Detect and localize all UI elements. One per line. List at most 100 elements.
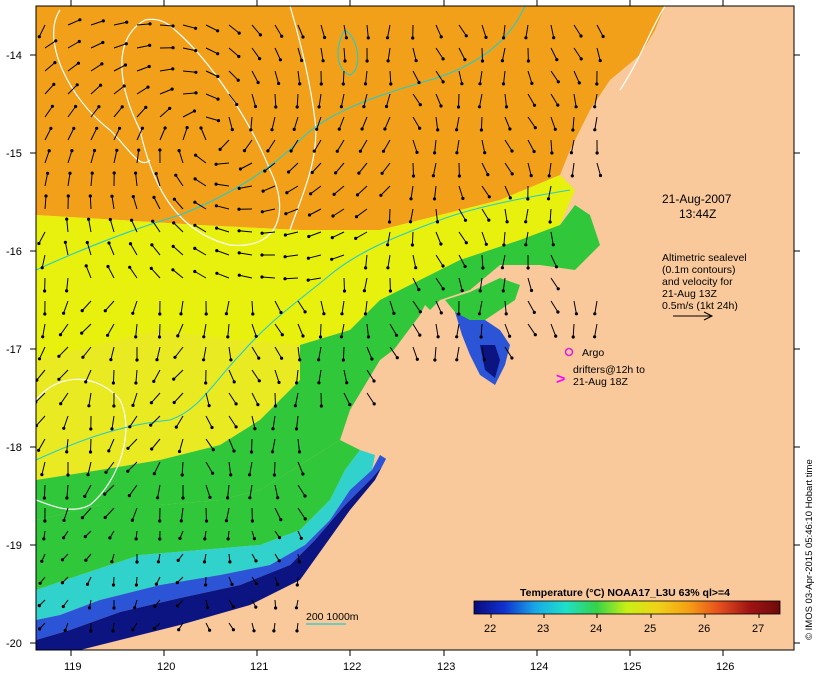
- velocity-arrowhead: [238, 167, 243, 171]
- velocity-arrowhead: [370, 357, 374, 361]
- velocity-arrowhead: [532, 310, 536, 314]
- drifter-label: 21-Aug 18Z: [573, 376, 628, 388]
- velocity-arrowhead: [277, 380, 281, 384]
- velocity-arrow: [479, 277, 483, 291]
- velocity-arrowhead: [84, 558, 88, 562]
- velocity-arrowhead: [208, 628, 212, 632]
- velocity-arrow: [481, 231, 487, 245]
- velocity-arrowhead: [463, 264, 467, 269]
- velocity-arrowhead: [204, 583, 208, 587]
- velocity-arrow: [43, 484, 46, 499]
- velocity-arrow: [205, 47, 218, 55]
- velocity-arrow: [412, 70, 420, 83]
- velocity-arrowhead: [339, 105, 343, 109]
- velocity-arrowhead: [108, 536, 112, 540]
- velocity-arrow: [412, 300, 421, 313]
- velocity-arrowhead: [280, 34, 284, 38]
- velocity-arrowhead: [236, 78, 240, 82]
- velocity-arrowhead: [216, 97, 220, 101]
- velocity-arrowhead: [464, 241, 468, 245]
- velocity-arrowhead: [115, 148, 119, 152]
- velocity-arrowhead: [529, 288, 534, 293]
- velocity-arrowhead: [342, 289, 347, 293]
- velocity-arrowhead: [257, 379, 261, 383]
- colorbar: Temperature (°C) NOAA17_L3U 63% ql>=4 22…: [473, 587, 781, 635]
- velocity-arrow: [389, 346, 398, 358]
- velocity-arrow: [527, 162, 532, 176]
- velocity-arrowhead: [152, 472, 156, 476]
- velocity-arrowhead: [418, 103, 422, 107]
- velocity-arrowhead: [72, 126, 76, 130]
- velocity-arrow: [239, 230, 253, 233]
- velocity-arrowhead: [172, 377, 176, 381]
- velocity-arrowhead: [130, 518, 134, 522]
- velocity-arrow: [205, 116, 219, 122]
- velocity-arrowhead: [153, 604, 157, 608]
- isobaths: [36, 6, 571, 461]
- velocity-arrowhead: [58, 333, 63, 337]
- velocity-arrow: [66, 484, 69, 499]
- velocity-arrowhead: [295, 583, 299, 587]
- velocity-arrowhead: [463, 58, 467, 62]
- velocity-arrowhead: [204, 312, 208, 316]
- velocity-arrow: [412, 346, 418, 360]
- velocity-arrow: [342, 70, 345, 85]
- lon-tick-label: 126: [716, 661, 734, 673]
- velocity-arrowhead: [280, 333, 284, 337]
- velocity-arrowhead: [47, 149, 51, 153]
- velocity-arrow: [435, 277, 444, 290]
- velocity-arrowhead: [524, 243, 528, 247]
- velocity-arrowhead: [303, 517, 307, 521]
- velocity-arrowhead: [505, 220, 509, 224]
- velocity-arrowhead: [260, 275, 264, 279]
- velocity-arrow: [435, 93, 442, 107]
- velocity-arrow: [525, 24, 529, 38]
- velocity-arrow: [501, 47, 506, 61]
- lon-tick-label: 121: [250, 661, 268, 673]
- velocity-arrowhead: [135, 560, 139, 564]
- velocity-arrow: [366, 392, 375, 405]
- velocity-arrowhead: [482, 358, 486, 362]
- velocity-arrow: [311, 162, 322, 173]
- velocity-arrowhead: [210, 425, 214, 430]
- velocity-arrow: [308, 231, 322, 237]
- velocity-arrowhead: [65, 450, 69, 454]
- velocity-arrowhead: [574, 312, 579, 316]
- velocity-arrow: [39, 346, 46, 360]
- velocity-arrowhead: [532, 149, 536, 154]
- velocity-arrowhead: [89, 427, 93, 431]
- velocity-arrow: [262, 208, 276, 213]
- velocity-arrowhead: [194, 70, 198, 74]
- velocity-arrowhead: [431, 174, 435, 178]
- velocity-arrowhead: [439, 104, 443, 108]
- velocity-arrow: [480, 116, 483, 131]
- velocity-arrowhead: [309, 192, 313, 196]
- velocity-arrowhead: [436, 335, 440, 339]
- velocity-arrowhead: [87, 606, 92, 610]
- velocity-arrow: [228, 93, 238, 105]
- velocity-arrow: [88, 392, 92, 406]
- velocity-arrowhead: [279, 518, 283, 522]
- velocity-arrowhead: [134, 583, 138, 587]
- velocity-arrowhead: [260, 231, 264, 235]
- colorbar-title: Temperature (°C) NOAA17_L3U 63% ql>=4: [520, 587, 730, 599]
- velocity-arrow: [159, 127, 166, 141]
- coastline-land: [85, 230, 794, 650]
- velocity-arrowhead: [362, 289, 366, 293]
- velocity-arrowhead: [248, 496, 252, 500]
- velocity-arrowhead: [154, 582, 158, 586]
- velocity-arrowhead: [226, 537, 230, 541]
- velocity-arrow: [108, 438, 115, 452]
- velocity-arrow: [261, 276, 276, 279]
- latitude-axis: -14 -15 -16 -17 -18 -19 -20: [6, 50, 800, 650]
- velocity-arrowhead: [62, 518, 66, 523]
- velocity-arrow: [44, 173, 49, 187]
- velocity-arrowhead: [415, 357, 419, 361]
- velocity-arrow: [194, 178, 207, 187]
- velocity-arrowhead: [194, 153, 198, 157]
- velocity-arrowhead: [237, 207, 241, 211]
- velocity-arrowhead: [231, 605, 235, 609]
- velocity-arrow: [458, 254, 466, 267]
- velocity-arrowhead: [408, 220, 413, 224]
- velocity-arrow: [286, 185, 299, 194]
